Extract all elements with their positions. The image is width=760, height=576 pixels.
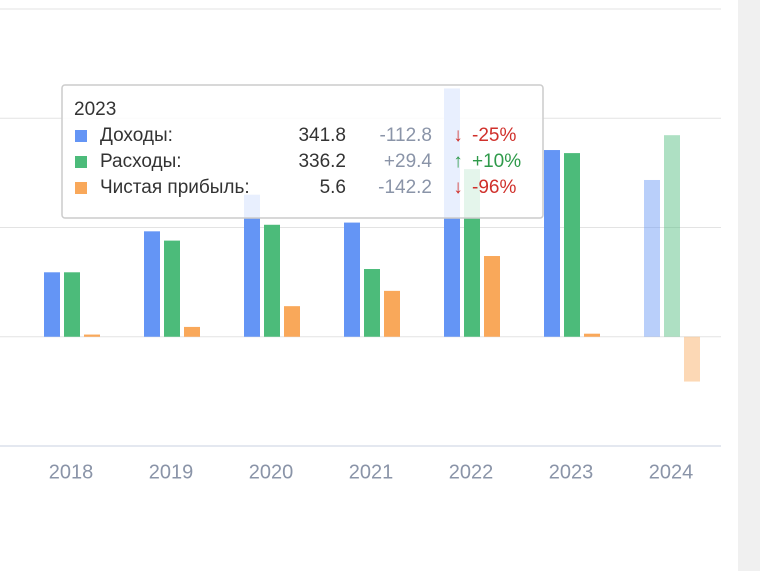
bar bbox=[84, 334, 100, 337]
bar bbox=[484, 256, 500, 337]
tooltip-title: 2023 bbox=[74, 99, 116, 120]
tooltip-change: -112.8 bbox=[380, 125, 432, 146]
bar bbox=[684, 336, 700, 382]
bar bbox=[364, 269, 380, 337]
tooltip-arrow: ↓ bbox=[453, 125, 463, 146]
bar bbox=[644, 179, 660, 337]
bar bbox=[184, 326, 200, 337]
tooltip-box bbox=[61, 84, 544, 219]
bar bbox=[664, 135, 680, 337]
bar bbox=[144, 231, 160, 337]
tooltip-change: -142.2 bbox=[378, 177, 432, 198]
x-tick-label: 2024 bbox=[649, 461, 694, 483]
tooltip: 2023 Доходы: 341.8 -112.8 ↓ -25% Расходы: 336.2… bbox=[61, 84, 544, 219]
bar bbox=[564, 153, 580, 337]
tooltip-arrow: ↑ bbox=[453, 151, 463, 172]
x-tick-label: 2018 bbox=[49, 461, 94, 483]
series-name: Чистая прибыль: bbox=[100, 177, 250, 198]
tooltip-value: 5.6 bbox=[320, 177, 346, 198]
scrollbar bbox=[738, 0, 760, 571]
x-tick-label: 2020 bbox=[249, 461, 294, 483]
bar bbox=[164, 240, 180, 337]
x-tick-label: 2022 bbox=[449, 461, 494, 483]
series-name: Расходы: bbox=[100, 151, 182, 172]
bar bbox=[64, 272, 80, 337]
x-tick-label: 2021 bbox=[349, 461, 394, 483]
legend-marker bbox=[75, 182, 87, 194]
x-tick-label: 2019 bbox=[149, 461, 194, 483]
tooltip-pct: -96% bbox=[472, 177, 516, 198]
bar bbox=[384, 290, 400, 337]
tooltip-arrow: ↓ bbox=[453, 177, 463, 198]
series-name: Доходы: bbox=[100, 125, 173, 146]
legend-marker bbox=[75, 130, 87, 142]
tooltip-pct: +10% bbox=[472, 151, 521, 172]
bar bbox=[544, 150, 560, 337]
bar bbox=[264, 224, 280, 337]
bar bbox=[344, 222, 360, 337]
tooltip-value: 336.2 bbox=[298, 151, 346, 172]
legend-marker bbox=[75, 156, 87, 168]
x-tick-label: 2023 bbox=[549, 461, 594, 483]
bar bbox=[584, 333, 600, 337]
tooltip-value: 341.8 bbox=[298, 125, 346, 146]
tooltip-pct: -25% bbox=[472, 125, 516, 146]
bar bbox=[44, 272, 60, 337]
tooltip-change: +29.4 bbox=[384, 151, 433, 172]
bar bbox=[284, 306, 300, 337]
bar bbox=[244, 194, 260, 337]
